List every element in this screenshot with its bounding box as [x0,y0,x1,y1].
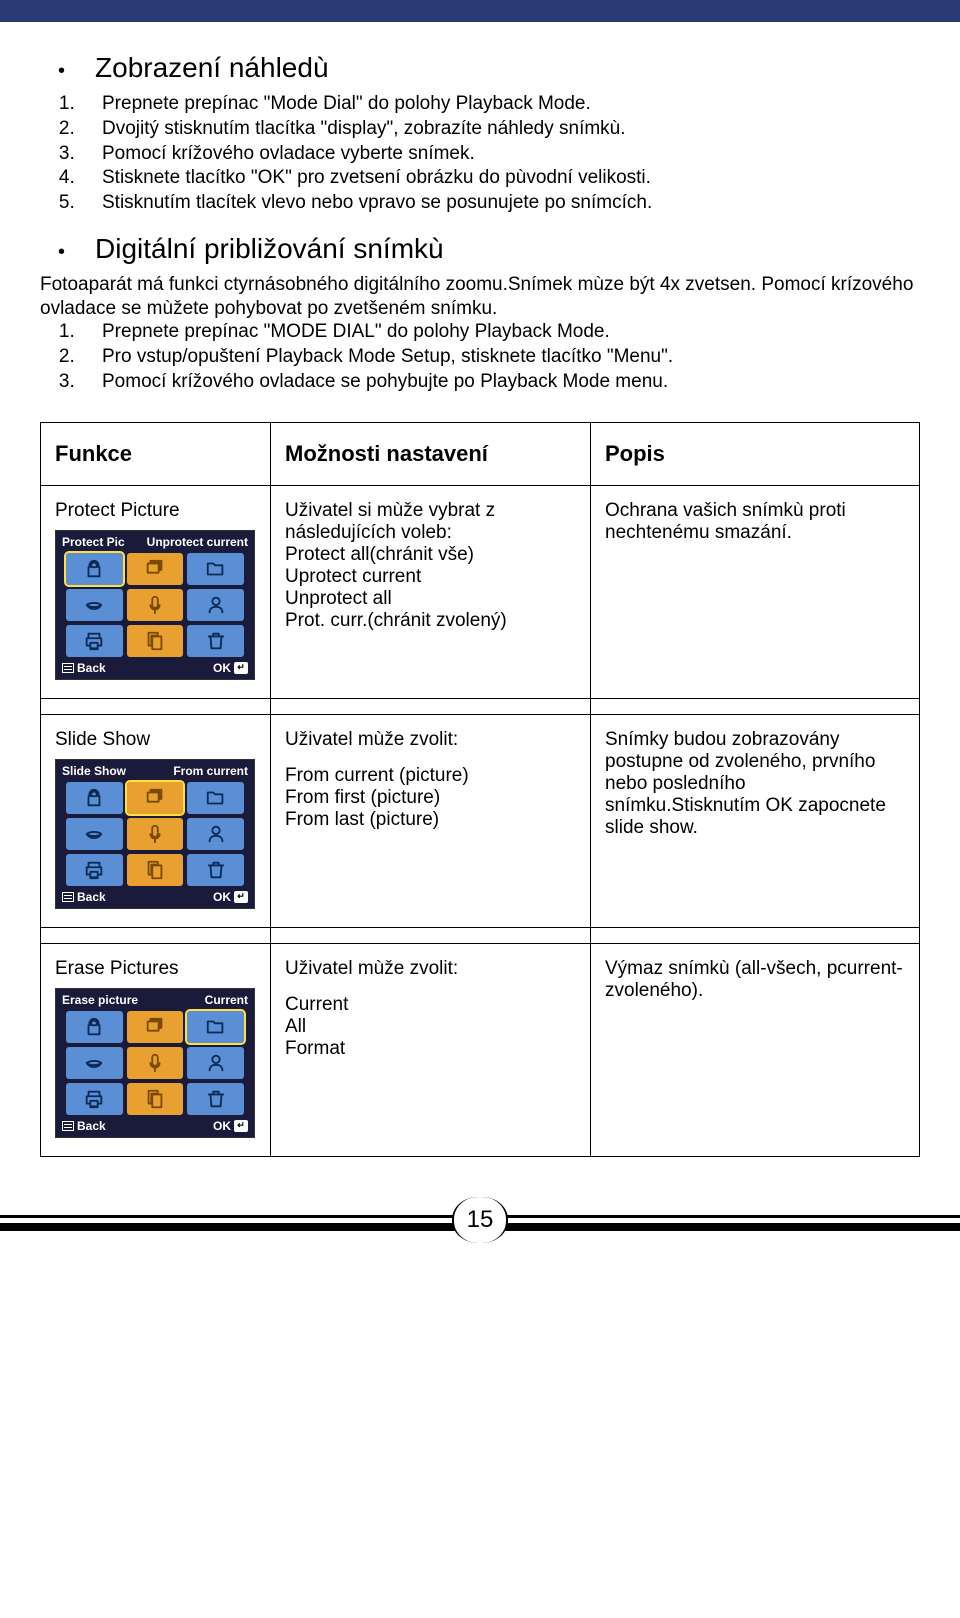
mouth-icon [66,818,123,850]
settings-table: Funkce Možnosti nastavení Popis Protect … [40,422,920,1157]
mic-icon [127,1047,184,1079]
lcd-title-left: Protect Pic [62,535,125,549]
lcd-title-right: From current [173,764,248,778]
ok-icon: ↵ [234,891,248,903]
bullet-icon: • [58,238,65,266]
menu-icon [62,892,74,902]
lcd-ok: OK↵ [213,661,248,675]
frames-icon [127,553,184,585]
lcd-title-left: Erase picture [62,993,138,1007]
ok-icon: ↵ [234,1120,248,1132]
list-item: Stisknete tlacítko "OK" pro zvetsení obr… [80,166,920,190]
th-moznosti: Možnosti nastavení [271,422,591,485]
trash-icon [187,1083,244,1115]
list-item: Stisknutím tlacítek vlevo nebo vpravo se… [80,191,920,215]
desc: Ochrana vašich snímkù proti nechtenému s… [591,485,920,698]
opt: Protect all(chránit vše) [285,544,576,566]
list-item: Dvojitý stisknutím tlacítka "display", z… [80,117,920,141]
opts-intro: Uživatel si mùže vybrat z následujících … [285,500,576,544]
mic-icon [127,589,184,621]
top-accent-bar [0,0,960,22]
table-row: Erase Pictures Erase picture Current Bac… [41,943,920,1156]
folder-icon [187,553,244,585]
th-funkce: Funkce [41,422,271,485]
opt: Format [285,1038,576,1060]
lock-icon [66,1011,123,1043]
lcd-ok: OK↵ [213,1119,248,1133]
func-label: Erase Pictures [55,958,256,980]
list-item: Prepnete prepínac "MODE DIAL" do polohy … [80,320,920,344]
table-header-row: Funkce Možnosti nastavení Popis [41,422,920,485]
lock-icon [66,782,123,814]
opt: From first (picture) [285,787,576,809]
mic-icon [127,818,184,850]
lcd-screenshot: Slide Show From current Back OK↵ [55,759,255,909]
opt: Current [285,994,576,1016]
func-label: Protect Picture [55,500,256,522]
frames-icon [127,782,184,814]
trash-icon [187,625,244,657]
ok-icon: ↵ [234,662,248,674]
section2-header: • Digitální približování snímkù [58,233,920,271]
opt: Unprotect all [285,588,576,610]
section2-title: Digitální približování snímkù [95,233,444,265]
copy-icon [127,854,184,886]
section1-header: • Zobrazení náhledù [58,52,920,90]
person-icon [187,818,244,850]
section2-list: Prepnete prepínac "MODE DIAL" do polohy … [80,320,920,393]
section1-list: Prepnete prepínac "Mode Dial" do polohy … [80,92,920,215]
bullet-icon: • [58,57,65,85]
mouth-icon [66,589,123,621]
frames-icon [127,1011,184,1043]
opt: All [285,1016,576,1038]
page-footer: 15 [40,1197,920,1257]
desc: Snímky budou zobrazovány postupne od zvo… [591,714,920,927]
folder-icon [187,782,244,814]
lcd-title-left: Slide Show [62,764,126,778]
lock-icon [66,553,123,585]
lcd-ok: OK↵ [213,890,248,904]
person-icon [187,1047,244,1079]
lcd-back: Back [62,890,106,904]
lcd-title-right: Unprotect current [147,535,248,549]
section2-intro: Fotoaparát má funkci ctyrnásobného digit… [40,273,920,321]
copy-icon [127,625,184,657]
opt: From last (picture) [285,809,576,831]
table-row: Slide Show Slide Show From current Back … [41,714,920,927]
list-item: Pro vstup/opuštení Playback Mode Setup, … [80,345,920,369]
person-icon [187,589,244,621]
lcd-title-right: Current [205,993,248,1007]
print-icon [66,854,123,886]
folder-icon [187,1011,244,1043]
opt: Prot. curr.(chránit zvolený) [285,610,576,632]
lcd-screenshot: Erase picture Current Back OK↵ [55,988,255,1138]
lcd-screenshot: Protect Pic Unprotect current Back OK↵ [55,530,255,680]
menu-icon [62,1121,74,1131]
print-icon [66,1083,123,1115]
mouth-icon [66,1047,123,1079]
list-item: Pomocí krížového ovladace se pohybujte p… [80,370,920,394]
th-popis: Popis [591,422,920,485]
print-icon [66,625,123,657]
table-row: Protect Picture Protect Pic Unprotect cu… [41,485,920,698]
desc: Výmaz snímkù (all-všech, pcurrent-zvolen… [591,943,920,1156]
opt: Uprotect current [285,566,576,588]
menu-icon [62,663,74,673]
lcd-back: Back [62,661,106,675]
opt: From current (picture) [285,765,576,787]
list-item: Pomocí krížového ovladace vyberte snímek… [80,142,920,166]
opts-intro: Uživatel mùže zvolit: [285,729,576,751]
opts-intro: Uživatel mùže zvolit: [285,958,576,980]
func-label: Slide Show [55,729,256,751]
copy-icon [127,1083,184,1115]
page-number: 15 [452,1197,508,1243]
lcd-back: Back [62,1119,106,1133]
trash-icon [187,854,244,886]
section1-title: Zobrazení náhledù [95,52,329,84]
list-item: Prepnete prepínac "Mode Dial" do polohy … [80,92,920,116]
